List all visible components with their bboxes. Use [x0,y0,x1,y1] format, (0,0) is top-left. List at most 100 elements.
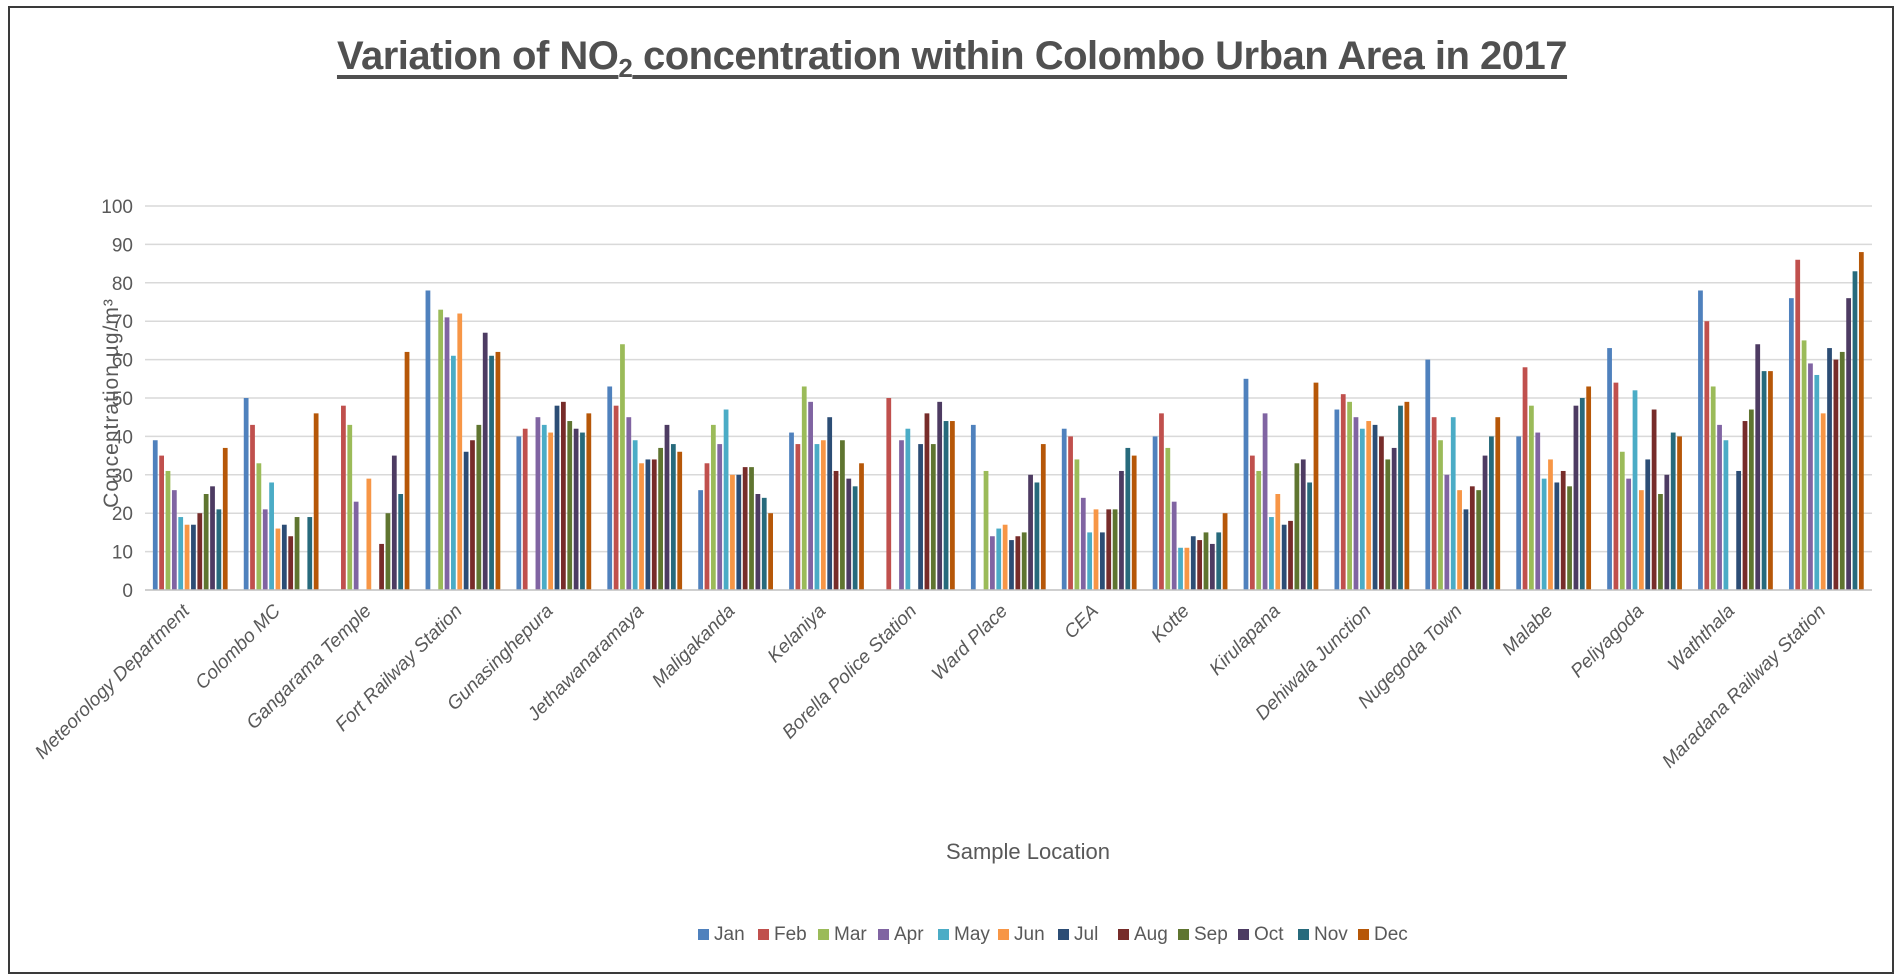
bar [1755,344,1761,590]
x-category-label: Maradana Railway Station [1658,601,1830,773]
bar [1040,444,1046,590]
bar [704,463,710,590]
bar [930,444,936,590]
legend-label: Aug [1134,924,1168,945]
bar [1243,378,1249,590]
bar [950,421,955,590]
bar [222,447,228,590]
bar [1736,470,1742,590]
bar [1795,259,1801,590]
x-category-label: Meteorology Department [31,600,194,763]
bar [203,494,209,590]
bar [1664,474,1670,590]
bar [1438,440,1443,590]
bar [366,478,372,590]
bar [1529,405,1534,590]
bar [1080,497,1086,590]
bar [1340,394,1346,590]
bar [1379,436,1384,590]
bar [736,474,742,590]
bar [1852,271,1858,590]
legend-label: Jul [1074,924,1098,945]
bar [899,440,904,590]
bar [1858,252,1864,590]
chart-title: Variation of NO2 concentration within Co… [0,34,1904,84]
bar [1131,455,1137,590]
bar [1347,401,1352,590]
y-axis-label: Concentration µg/m³ [100,298,123,508]
legend-label: Oct [1254,924,1284,945]
bar [1391,447,1397,590]
bar [1152,436,1158,590]
bar [924,413,930,590]
bar [658,447,664,590]
x-category-label: Kirulapana [1206,601,1285,680]
bar [1009,540,1014,590]
bar [1833,359,1839,590]
legend-swatch [818,929,829,940]
x-category-label: Waththala [1664,601,1739,676]
bar [1463,509,1469,590]
bar [632,440,638,590]
legend-swatch [1238,929,1249,940]
y-tick-label: 90 [112,235,133,256]
bar [1074,459,1080,590]
bar [482,332,488,590]
bar [761,497,767,590]
x-axis-label: Sample Location [946,839,1110,864]
bar [341,405,346,590]
bar [1002,524,1008,590]
bar [1827,348,1832,590]
bar [814,444,820,590]
bar [1613,382,1619,590]
bar [398,494,404,590]
bar [1334,409,1340,590]
legend-swatch [1118,929,1129,940]
bar [391,455,397,590]
bar [1068,436,1073,590]
x-category-label: Ward Place [928,601,1012,685]
bar [1801,340,1807,590]
y-tick-label: 100 [101,197,133,218]
legend-label: Mar [834,924,867,945]
bar [256,463,262,590]
legend-swatch [1298,929,1309,940]
bar [1639,490,1644,590]
bar [1222,513,1228,590]
bar [651,459,657,590]
y-tick-label: 80 [112,274,133,295]
bar [1489,436,1494,590]
bar [1586,386,1592,590]
bar [1548,459,1553,590]
legend-label: Sep [1194,924,1228,945]
bar [1579,398,1585,590]
bar [833,470,839,590]
bar [620,344,625,590]
bar [152,440,158,590]
bar [1087,532,1093,590]
bar [1359,428,1365,590]
bar [1353,417,1359,590]
bar [1573,405,1579,590]
bar [1723,440,1729,590]
legend-swatch [1178,929,1189,940]
bar [275,528,281,590]
bar [1560,470,1566,590]
bar [1159,413,1164,590]
bar [313,413,319,590]
bar [1820,413,1826,590]
x-category-label: Kelaniya [764,601,830,667]
legend-label: Apr [894,924,924,945]
bar [1482,455,1488,590]
bar [470,440,475,590]
bar [307,517,313,590]
bar [353,501,359,590]
bar [717,444,723,590]
bar [677,451,683,590]
bar [1469,486,1475,590]
y-tick-label: 60 [112,351,133,372]
x-category-label: Peliyagoda [1567,601,1648,682]
bar [1645,459,1651,590]
bar [1677,436,1682,590]
